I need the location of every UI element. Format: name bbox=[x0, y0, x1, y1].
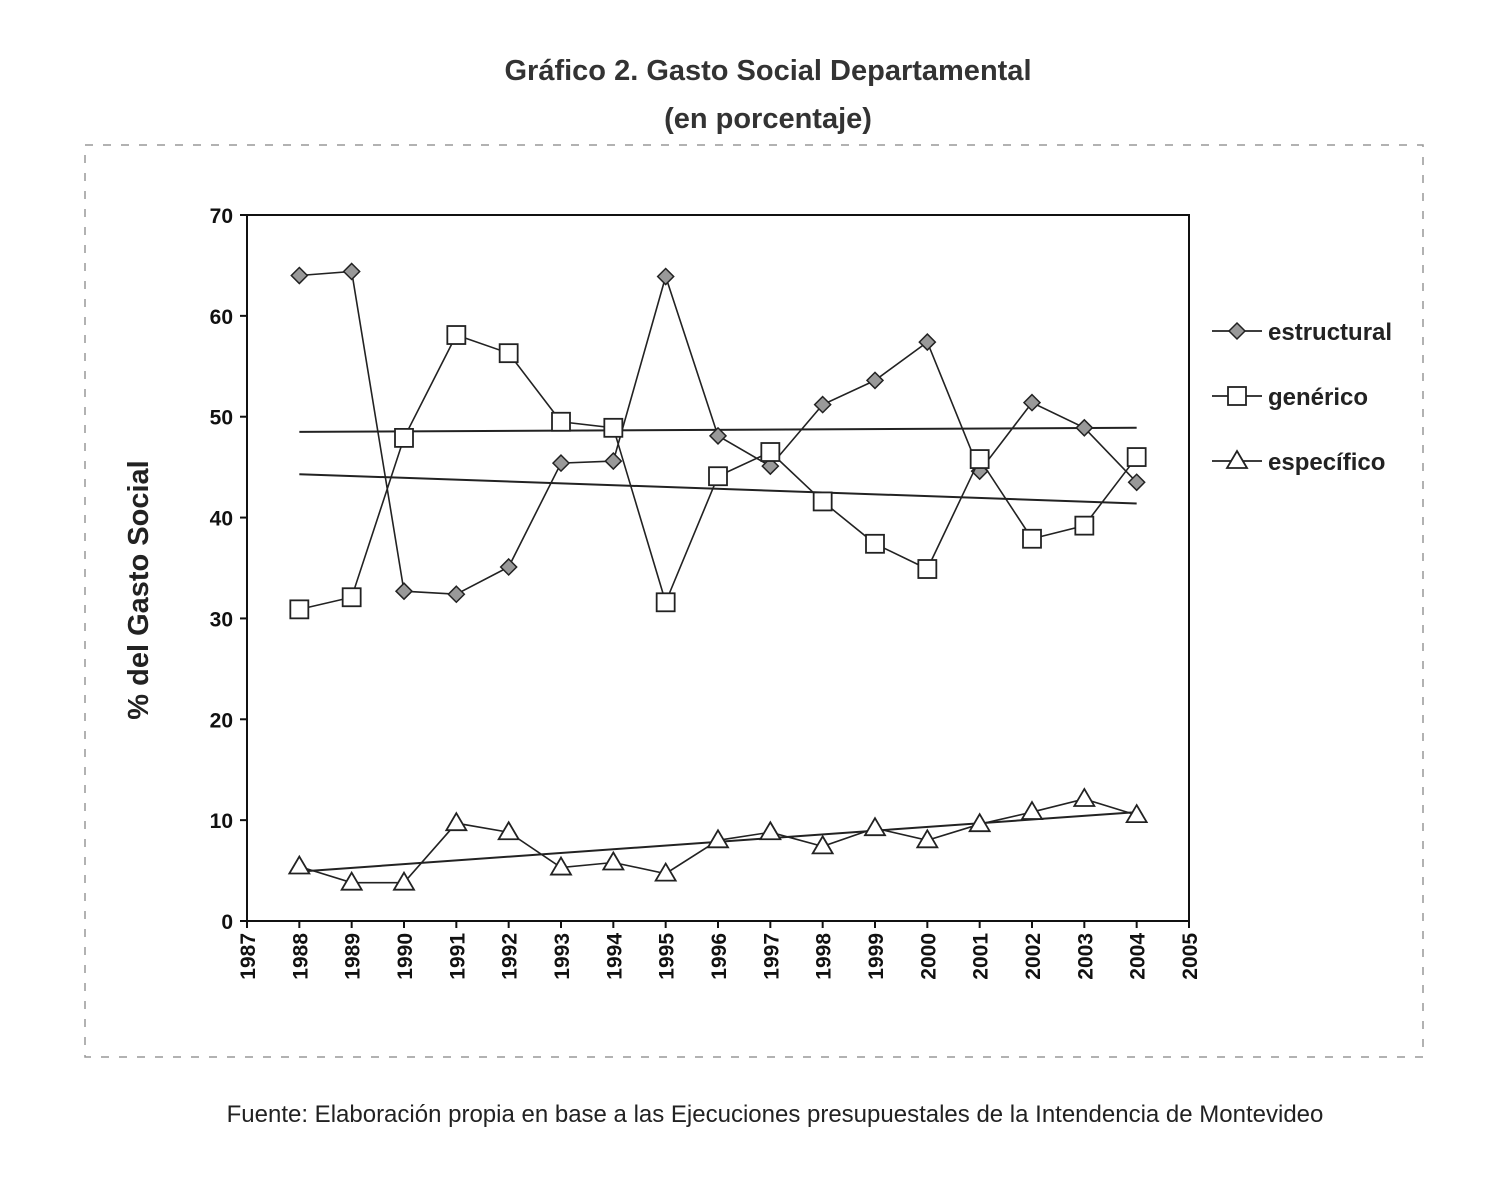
data-point-triangle bbox=[287, 854, 311, 875]
data-point-triangle bbox=[968, 812, 992, 833]
y-tick-label: 10 bbox=[210, 810, 233, 833]
data-point-diamond bbox=[656, 267, 675, 286]
x-tick-label: 1993 bbox=[551, 933, 574, 980]
x-tick-label: 1999 bbox=[865, 933, 888, 980]
data-point-diamond bbox=[761, 457, 780, 476]
legend-marker-square bbox=[1227, 386, 1247, 406]
data-point-square bbox=[394, 427, 414, 448]
data-point-square bbox=[498, 343, 519, 364]
data-point-diamond bbox=[394, 582, 414, 601]
data-point-triangle bbox=[758, 820, 782, 841]
y-tick-label: 50 bbox=[210, 407, 233, 430]
data-point-triangle bbox=[706, 828, 730, 849]
legend-marker-diamond bbox=[1227, 321, 1247, 341]
data-point-diamond bbox=[1127, 473, 1146, 492]
data-point-triangle bbox=[444, 811, 468, 832]
x-tick-label: 1996 bbox=[708, 933, 731, 980]
data-point-square bbox=[1074, 515, 1095, 536]
x-tick-label: 1990 bbox=[394, 933, 417, 980]
data-point-square bbox=[341, 587, 362, 608]
x-tick-label: 1992 bbox=[499, 933, 522, 980]
y-tick-label: 20 bbox=[210, 709, 233, 732]
x-tick-label: 1991 bbox=[446, 933, 469, 980]
chart-subtitle: (en porcentaje) bbox=[664, 103, 872, 135]
x-tick-label: 2000 bbox=[917, 933, 940, 980]
data-point-square bbox=[446, 325, 467, 345]
x-tick-label: 2002 bbox=[1022, 933, 1045, 980]
data-point-square bbox=[917, 559, 938, 579]
x-tick-label: 2001 bbox=[970, 933, 993, 980]
data-point-diamond bbox=[447, 585, 466, 604]
chart-frame bbox=[84, 144, 1424, 1058]
trend-line-square bbox=[299, 473, 1137, 505]
x-tick-label: 1998 bbox=[813, 933, 836, 980]
legend-label: específico bbox=[1268, 449, 1385, 476]
data-point-diamond bbox=[813, 395, 832, 414]
legend-label: estructural bbox=[1268, 319, 1392, 346]
x-tick-label: 2004 bbox=[1127, 933, 1150, 980]
data-point-triangle bbox=[340, 870, 364, 891]
x-tick-label: 2005 bbox=[1179, 933, 1202, 980]
x-tick-label: 1994 bbox=[603, 933, 626, 980]
data-point-triangle bbox=[601, 850, 625, 871]
y-tick-label: 40 bbox=[210, 508, 233, 531]
x-tick-label: 1997 bbox=[760, 933, 783, 980]
x-tick-label: 1987 bbox=[237, 933, 260, 980]
y-tick-label: 60 bbox=[210, 306, 233, 329]
x-tick-label: 2003 bbox=[1074, 933, 1097, 980]
plot-area bbox=[246, 214, 1190, 922]
data-point-square bbox=[603, 417, 624, 438]
source-note: Fuente: Elaboración propia en base a las… bbox=[227, 1101, 1324, 1128]
y-tick-label: 30 bbox=[210, 608, 233, 631]
data-point-diamond bbox=[551, 454, 571, 473]
data-point-square bbox=[655, 592, 676, 613]
data-point-triangle bbox=[497, 820, 521, 841]
data-point-triangle bbox=[392, 870, 416, 891]
data-point-square bbox=[708, 466, 728, 487]
data-point-triangle bbox=[915, 828, 939, 849]
data-point-square bbox=[1022, 528, 1042, 549]
data-point-square bbox=[760, 442, 781, 462]
data-point-square bbox=[1126, 447, 1147, 467]
data-point-square bbox=[969, 449, 990, 469]
legend-marker-triangle bbox=[1225, 449, 1249, 469]
data-point-square bbox=[865, 533, 885, 554]
data-point-diamond bbox=[1075, 418, 1094, 437]
data-point-square bbox=[289, 599, 310, 620]
x-tick-label: 1988 bbox=[289, 933, 312, 980]
data-point-diamond bbox=[499, 557, 518, 577]
x-tick-label: 1989 bbox=[342, 933, 365, 980]
y-axis-label: % del Gasto Social bbox=[123, 460, 155, 719]
y-tick-label: 70 bbox=[210, 205, 233, 228]
chart-title: Gráfico 2. Gasto Social Departamental bbox=[504, 55, 1031, 87]
data-point-diamond bbox=[918, 333, 937, 352]
data-point-triangle bbox=[1125, 803, 1149, 823]
data-point-diamond bbox=[290, 266, 309, 285]
data-point-triangle bbox=[1072, 787, 1096, 807]
data-point-diamond bbox=[604, 452, 623, 471]
x-tick-label: 1995 bbox=[656, 933, 679, 980]
legend-label: genérico bbox=[1268, 384, 1368, 411]
data-point-triangle bbox=[863, 816, 887, 837]
data-point-triangle bbox=[549, 855, 573, 876]
data-point-square bbox=[812, 491, 833, 512]
data-point-triangle bbox=[811, 834, 835, 855]
data-point-triangle bbox=[1020, 800, 1044, 820]
data-point-diamond bbox=[1022, 393, 1042, 412]
data-point-diamond bbox=[865, 371, 885, 390]
y-tick-label: 0 bbox=[221, 911, 233, 934]
data-point-triangle bbox=[654, 861, 678, 882]
data-point-diamond bbox=[342, 262, 361, 281]
data-point-diamond bbox=[708, 426, 728, 445]
data-point-square bbox=[551, 411, 571, 432]
